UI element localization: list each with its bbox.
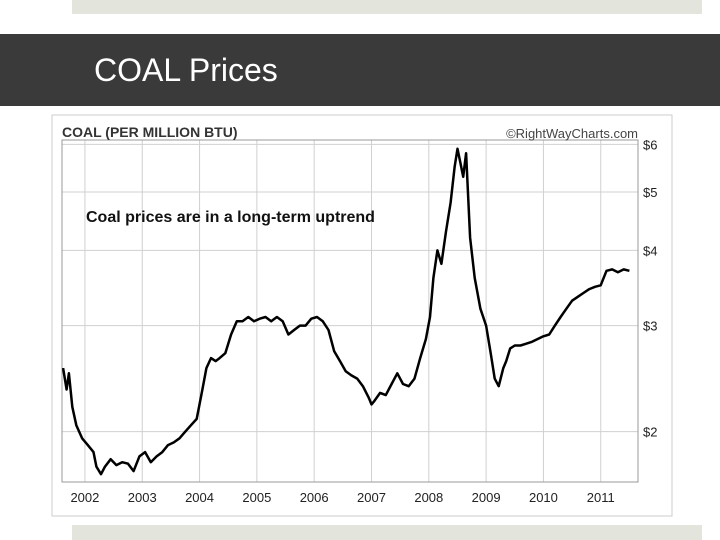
grid xyxy=(62,140,638,482)
x-tick-label: 2011 xyxy=(587,490,615,505)
x-tick-label: 2003 xyxy=(128,490,157,505)
coal-price-series-line xyxy=(61,147,630,476)
slide-title: COAL Prices xyxy=(94,52,278,88)
x-tick-label: 2008 xyxy=(414,490,443,505)
x-axis-labels: 2002 2003 2004 2005 2006 2007 2008 2009 2010 2011 xyxy=(70,490,614,505)
y-tick-label: $4 xyxy=(643,243,657,258)
x-tick-label: 2002 xyxy=(70,490,99,505)
trend-annotation: Coal prices are in a long-term uptrend xyxy=(86,209,375,226)
x-tick-label: 2006 xyxy=(300,490,329,505)
slide-title-bar xyxy=(0,34,720,106)
y-tick-label: $2 xyxy=(643,425,657,440)
chart-title: COAL (PER MILLION BTU) xyxy=(62,124,238,140)
top-decor-stripe xyxy=(72,0,702,14)
x-tick-label: 2005 xyxy=(242,490,271,505)
x-tick-label: 2010 xyxy=(529,490,558,505)
x-tick-label: 2007 xyxy=(357,490,386,505)
x-tick-label: 2004 xyxy=(185,490,214,505)
y-tick-label: $6 xyxy=(643,137,657,152)
bottom-decor-stripe xyxy=(72,525,702,540)
copyright-label: ©RightWayCharts.com xyxy=(506,126,638,141)
plot-area-border xyxy=(61,139,639,483)
y-tick-label: $5 xyxy=(643,185,657,200)
x-tick-label: 2009 xyxy=(472,490,501,505)
y-axis-labels: $6 $5 $4 $3 $2 xyxy=(643,137,657,439)
chart-frame xyxy=(51,114,673,517)
y-tick-label: $3 xyxy=(643,319,657,334)
